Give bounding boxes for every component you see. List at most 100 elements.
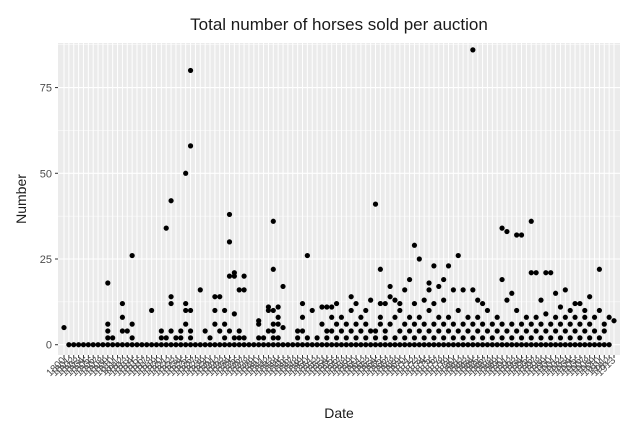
data-point <box>441 276 447 283</box>
data-point <box>163 342 169 348</box>
data-point <box>387 294 393 300</box>
data-point <box>479 335 486 341</box>
data-point <box>105 321 111 327</box>
data-point <box>338 314 345 320</box>
data-point <box>499 335 505 341</box>
data-point <box>231 342 237 348</box>
data-point <box>543 328 549 334</box>
data-point <box>567 342 573 348</box>
data-point <box>226 328 233 334</box>
data-point <box>572 328 578 334</box>
data-point <box>105 328 111 334</box>
data-point <box>523 314 529 320</box>
data-point <box>577 342 583 348</box>
chart-title: Total number of horses sold per auction <box>190 15 488 34</box>
data-point <box>455 307 461 314</box>
data-point <box>192 342 199 348</box>
data-point <box>353 321 359 327</box>
data-point <box>256 342 262 348</box>
data-point <box>368 328 374 334</box>
data-point <box>241 287 247 293</box>
data-point <box>304 252 310 259</box>
data-point <box>392 335 398 341</box>
data-point <box>299 300 306 307</box>
data-point <box>606 314 612 320</box>
data-point <box>567 321 573 327</box>
data-point <box>421 342 427 348</box>
data-point <box>353 342 359 348</box>
data-point <box>577 335 583 341</box>
data-point <box>392 297 398 303</box>
data-point <box>552 328 559 334</box>
data-point <box>528 335 534 341</box>
data-point <box>343 342 349 348</box>
data-point <box>319 342 325 348</box>
data-point <box>455 252 461 259</box>
data-point <box>397 328 403 334</box>
data-point <box>397 300 403 307</box>
data-point <box>270 321 276 327</box>
data-point <box>601 342 607 348</box>
data-point <box>450 335 456 341</box>
data-point <box>499 225 505 231</box>
data-point <box>470 47 476 53</box>
data-point <box>324 304 330 310</box>
data-point <box>149 307 155 314</box>
data-point <box>455 342 461 348</box>
data-point <box>295 342 301 348</box>
data-point <box>377 300 383 307</box>
data-point <box>528 342 534 348</box>
data-point <box>173 335 179 341</box>
data-point <box>324 328 330 334</box>
data-point <box>611 318 617 324</box>
x-axis-ticks: 1800180118021803180418051806180718081809… <box>45 355 618 379</box>
data-point <box>577 300 583 307</box>
data-point <box>275 304 281 310</box>
data-point <box>299 342 306 348</box>
data-point <box>538 297 544 303</box>
data-point <box>387 342 393 348</box>
data-point <box>518 321 525 327</box>
data-point <box>314 342 320 348</box>
data-point <box>207 335 213 341</box>
data-point <box>596 335 602 341</box>
data-point <box>363 321 369 327</box>
data-point <box>397 342 403 348</box>
data-point <box>533 270 539 276</box>
data-point <box>582 328 588 334</box>
data-point <box>333 300 340 307</box>
data-point <box>431 263 437 269</box>
data-point <box>329 342 335 348</box>
data-point <box>377 321 383 327</box>
data-point <box>528 321 534 327</box>
data-point <box>402 342 408 348</box>
data-point <box>601 321 607 327</box>
data-point <box>187 307 194 314</box>
data-point <box>465 314 471 320</box>
data-point <box>207 342 213 348</box>
data-point <box>231 270 237 276</box>
data-point <box>76 342 82 348</box>
data-point <box>431 335 437 341</box>
data-point <box>402 287 408 293</box>
data-point <box>460 321 466 327</box>
data-point <box>587 321 593 327</box>
data-point <box>353 300 359 307</box>
data-point <box>368 342 374 348</box>
data-point <box>139 342 145 348</box>
data-point <box>377 266 383 272</box>
data-point <box>129 335 135 341</box>
data-point <box>105 280 111 286</box>
data-point <box>183 170 189 176</box>
data-point <box>270 266 276 272</box>
data-point <box>90 342 96 348</box>
x-axis-title: Date <box>324 405 354 421</box>
data-point <box>187 342 194 348</box>
data-point <box>460 287 466 293</box>
data-point <box>265 304 272 310</box>
data-point <box>246 342 252 348</box>
data-point <box>552 342 559 348</box>
data-point <box>514 328 520 334</box>
data-point <box>426 287 432 293</box>
